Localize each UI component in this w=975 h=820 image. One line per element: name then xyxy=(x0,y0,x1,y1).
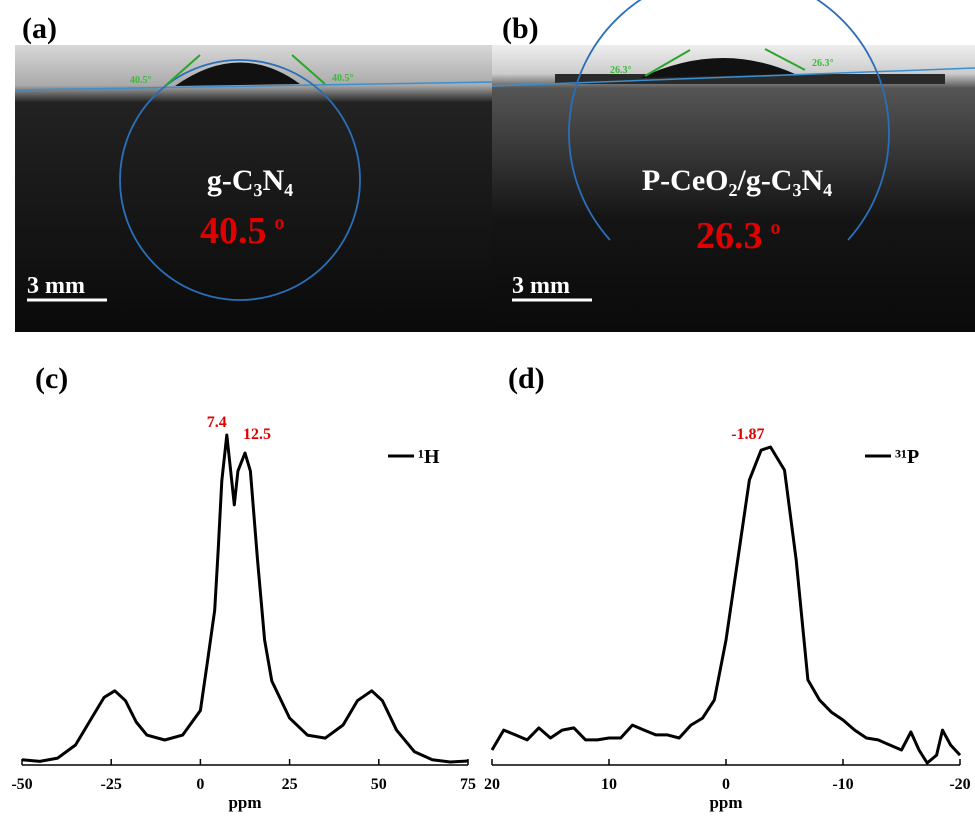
panel-label: (a) xyxy=(22,12,57,45)
film xyxy=(555,74,945,84)
x-tick-label: -20 xyxy=(949,776,970,793)
scale-bar-label: 3 mm xyxy=(27,273,85,299)
peak-label: 12.5 xyxy=(243,426,271,443)
photo-bg xyxy=(492,45,975,332)
peak-label: -1.87 xyxy=(731,426,764,443)
fit-circle xyxy=(568,0,890,241)
photo-bg xyxy=(15,45,492,332)
contact-angle: 26.3° xyxy=(610,65,632,76)
contact-angle: 26.3° xyxy=(812,58,834,69)
droplet xyxy=(640,57,795,78)
angle-unit: o xyxy=(275,212,285,234)
x-tick-label: -50 xyxy=(11,776,32,793)
photo-b: 26.3° 26.3° (b) P-CeO₂/g-C₃N₄ 26.3 o 3 mm xyxy=(491,0,975,332)
tangent xyxy=(764,48,806,71)
x-axis-label: ppm xyxy=(709,793,742,812)
angle: 40.5 o xyxy=(200,210,285,252)
x-tick-label: 10 xyxy=(601,776,617,793)
droplet xyxy=(175,62,300,86)
tangent xyxy=(291,54,326,85)
peak-label: 7.4 xyxy=(207,414,227,431)
angle-unit: o xyxy=(771,217,781,239)
fit-circle xyxy=(119,59,361,301)
x-tick-label: -10 xyxy=(832,776,853,793)
x-tick-label: 0 xyxy=(722,776,730,793)
contact-angle: 40.5° xyxy=(130,75,152,86)
contact-angle: 40.5° xyxy=(332,73,354,84)
angle-value: 26.3 xyxy=(696,215,763,257)
sample-name: P-CeO₂/g-C₃N₄ xyxy=(642,164,832,197)
tangent xyxy=(164,54,201,87)
spectrum-line xyxy=(21,433,469,764)
x-tick-label: -25 xyxy=(101,776,122,793)
x-tick-label: 50 xyxy=(371,776,387,793)
sample-name: g-C₃N₄ xyxy=(207,164,293,197)
angle: 26.3 o xyxy=(696,215,781,257)
spectrum-line xyxy=(490,445,962,765)
baseline xyxy=(14,81,493,91)
x-tick-label: 0 xyxy=(196,776,204,793)
x-tick-label: 25 xyxy=(282,776,298,793)
panel-label: (d) xyxy=(508,362,545,395)
panel-label: (c) xyxy=(35,362,68,395)
angle-value: 40.5 xyxy=(200,210,267,252)
panel-label: (b) xyxy=(502,12,539,45)
photo-a: 40.5° 40.5° (a) g-C₃N₄ 40.5 o 3 mm xyxy=(14,12,493,332)
scale-bar-label: 3 mm xyxy=(512,273,570,299)
legend-label: ³¹P xyxy=(895,446,919,468)
legend-label: ¹H xyxy=(418,446,440,468)
x-tick-label: 75 xyxy=(460,776,476,793)
baseline xyxy=(491,67,975,87)
tangent xyxy=(644,49,691,77)
x-axis-label: ppm xyxy=(228,793,261,812)
x-tick-label: 20 xyxy=(484,776,500,793)
